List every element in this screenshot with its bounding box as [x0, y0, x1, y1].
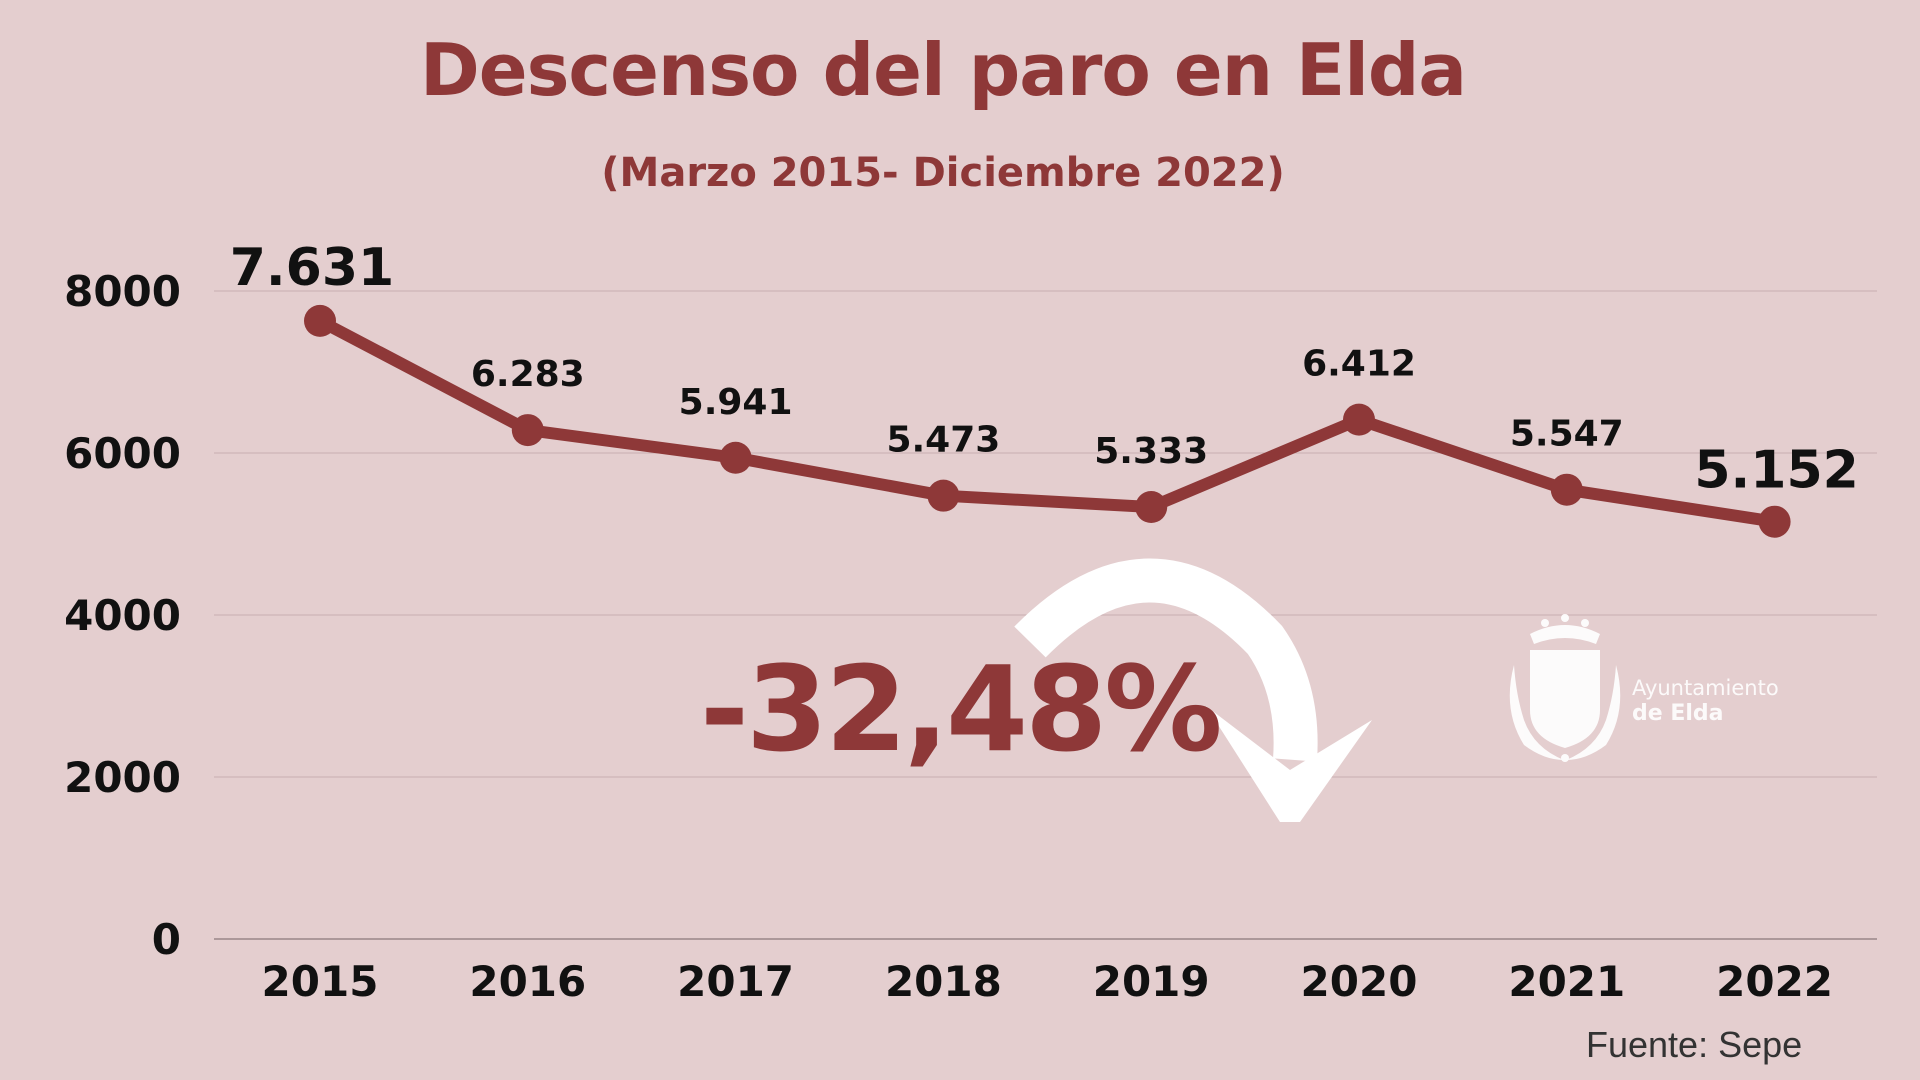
x-tick-label: 2022 [1716, 957, 1833, 1006]
data-label: 7.631 [230, 238, 394, 298]
arrow-head-icon [1206, 706, 1372, 822]
data-label: 6.412 [1302, 344, 1416, 385]
series-line [317, 315, 1776, 528]
y-tick-label: 8000 [64, 267, 181, 316]
data-point [1135, 491, 1168, 524]
data-label: 5.333 [1094, 431, 1208, 472]
data-label: 5.473 [886, 420, 1000, 461]
data-point [511, 414, 544, 447]
x-tick-label: 2020 [1301, 957, 1418, 1006]
x-tick-label: 2016 [469, 957, 586, 1006]
arrow-icon [1014, 558, 1318, 762]
data-label: 5.152 [1694, 441, 1858, 501]
data-point [1550, 473, 1583, 506]
data-point [1343, 403, 1375, 436]
y-tick-label: 0 [152, 915, 181, 964]
x-tick-label: 2017 [677, 957, 794, 1006]
data-point [1758, 505, 1791, 538]
logo-line2: de Elda [1632, 701, 1724, 726]
x-tick-label: 2021 [1508, 957, 1625, 1006]
data-point [927, 479, 960, 512]
data-point [304, 304, 336, 337]
chart-subtitle: (Marzo 2015- Diciembre 2022) [601, 150, 1285, 196]
percent-change-annotation: -32,48% [700, 640, 1222, 778]
x-tick-label: 2015 [262, 957, 379, 1006]
x-tick-label: 2019 [1093, 957, 1210, 1006]
y-tick-label: 6000 [64, 429, 181, 478]
data-point [719, 441, 752, 474]
source-note: Fuente: Sepe [1586, 1024, 1803, 1065]
logo-line1: Ayuntamiento [1632, 676, 1779, 700]
data-label: 5.941 [679, 382, 793, 423]
data-label: 6.283 [471, 354, 585, 395]
chart-title: Descenso del paro en Elda [419, 28, 1467, 112]
y-tick-label: 2000 [64, 753, 181, 802]
x-tick-label: 2018 [885, 957, 1002, 1006]
data-label: 5.547 [1510, 414, 1624, 455]
y-tick-label: 4000 [64, 591, 181, 640]
